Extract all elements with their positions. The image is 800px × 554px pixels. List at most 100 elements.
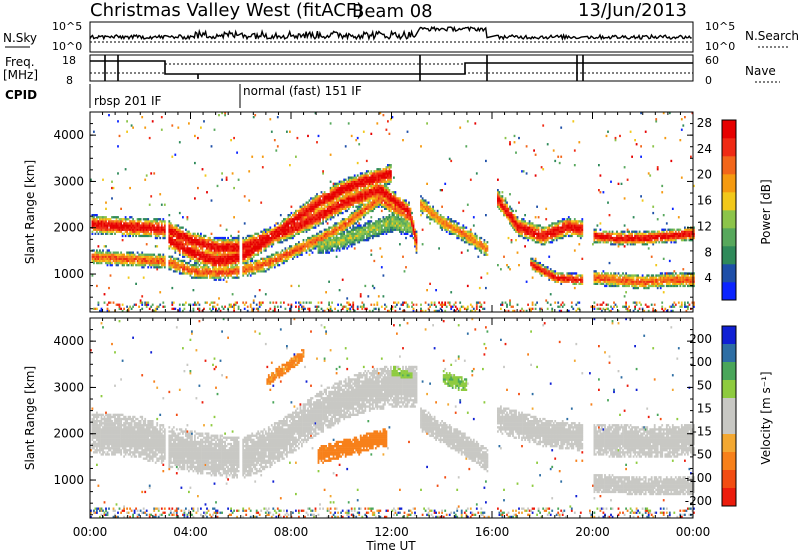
range-cell [263,232,266,235]
range-cell [296,247,299,250]
range-cell [298,243,300,246]
range-cell [317,232,320,235]
range-cell [114,261,116,265]
range-cell [322,245,324,248]
range-cell [182,243,184,246]
range-cell [319,241,321,244]
range-cell [188,243,190,246]
range-cell [195,303,198,306]
range-cell [145,259,148,263]
range-cell [349,199,352,202]
range-cell [305,228,308,231]
range-cell [287,255,290,258]
range-cell [436,214,439,217]
range-cell [320,243,323,246]
range-cell [284,257,287,260]
range-cell [390,224,392,227]
range-cell [371,201,374,204]
range-cell [207,247,210,250]
range-cell [103,245,106,248]
range-cell [246,255,249,258]
range-cell [156,307,159,310]
range-cell [145,234,148,238]
range-cell [374,186,377,190]
range-cell [96,224,98,227]
range-cell [338,180,341,183]
range-cell [129,232,131,235]
range-cell [355,176,358,179]
range-cell [154,218,157,221]
range-cell [260,234,263,238]
range-cell [382,186,385,190]
range-cell [349,197,352,200]
range-cell [408,224,410,227]
range-cell [465,307,468,310]
range-cell [284,239,287,242]
range-cell [332,236,335,240]
range-cell [299,303,302,306]
range-cell [182,272,184,275]
range-cell [224,255,226,258]
range-cell [201,276,204,279]
range-cell [393,222,395,225]
range-cell [182,309,184,313]
range-cell [245,264,248,267]
range-cell [283,255,285,258]
range-cell [347,220,350,223]
range-cell [361,214,364,217]
range-cell [397,197,400,200]
range-cell [504,214,507,217]
range-cell [331,301,333,304]
range-cell [380,191,383,194]
range-cell [124,226,127,229]
range-cell [182,230,184,233]
range-cell [251,247,254,250]
range-cell [421,209,424,213]
range-cell [421,207,424,210]
range-cell [384,189,386,192]
range-cell [483,245,486,248]
range-cell [325,251,327,254]
range-cell [213,301,216,304]
range-cell [174,251,177,254]
range-cell [175,232,178,235]
range-cell [302,218,305,221]
range-cell [376,197,379,200]
range-cell [379,193,382,196]
range-cell [450,224,453,227]
range-cell [358,195,361,198]
range-cell [308,224,311,227]
range-cell [299,247,302,250]
range-cell [426,209,428,213]
range-cell [213,245,216,248]
range-cell [237,270,240,273]
range-cell [153,257,156,260]
range-cell [287,257,290,260]
range-cell [203,270,205,273]
range-cell [298,211,300,215]
range-cell [368,220,371,223]
range-cell [150,259,153,263]
range-cell [163,259,166,263]
range-cell [379,191,382,194]
range-cell [346,309,349,313]
freq-label: Freq. [5,55,35,69]
range-cell [319,222,321,225]
range-cell [409,211,412,215]
range-cell [224,243,226,246]
range-cell [175,234,178,238]
range-cell [142,261,145,265]
range-cell [151,261,154,265]
range-cell [385,176,388,179]
range-cell [120,261,122,265]
range-cell [99,255,101,258]
range-cell [102,232,104,235]
range-cell [388,209,391,213]
range-cell [180,226,183,229]
range-cell [123,218,125,221]
range-cell [109,255,112,258]
range-cell [358,214,361,217]
range-cell [224,236,226,240]
range-cell [361,197,364,200]
range-cell [195,243,198,246]
